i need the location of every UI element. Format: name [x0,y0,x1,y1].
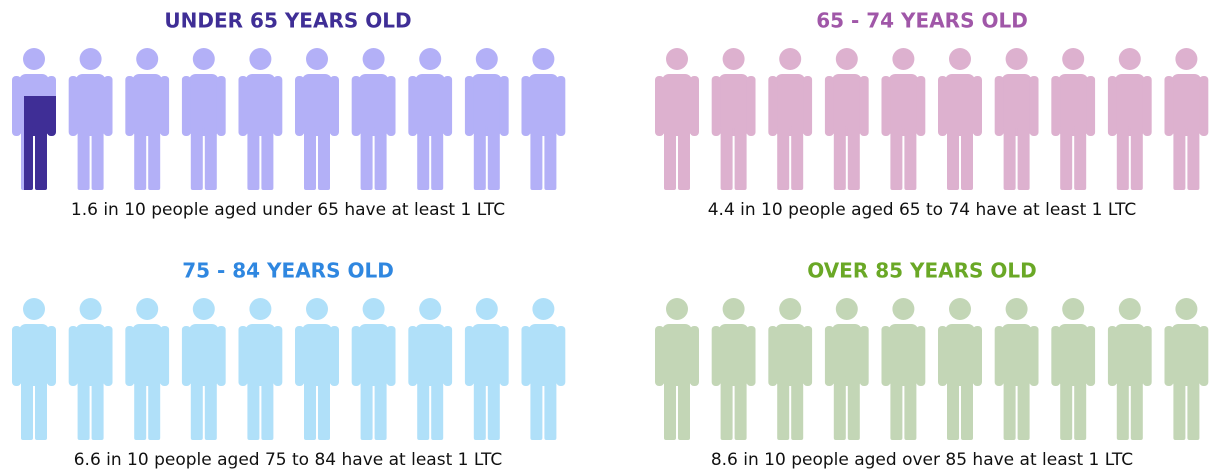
person-icon-empty [181,298,226,440]
pictograph-panel: OVER 85 YEARS OLD 8.6 in 10 people aged o… [655,259,1209,470]
person-icon-empty [408,48,453,190]
person-icon-empty [881,298,926,440]
panel-title: 75 - 84 YEARS OLD [182,259,394,283]
person-icon-empty [521,298,566,440]
person-icon-empty [655,298,699,440]
person-icon-empty [711,298,756,440]
person-icon-empty [125,298,170,440]
panel-caption: 8.6 in 10 people aged over 85 have at le… [711,450,1133,470]
person-icon-empty [1107,48,1152,190]
person-icon-empty [824,48,869,190]
person-icon-empty [1051,298,1096,440]
person-icon-empty [125,48,170,190]
person-icon-empty [68,298,113,440]
pictograph-panel: 75 - 84 YEARS OLD 6.6 in 10 people aged 7… [12,259,566,470]
panel-caption: 6.6 in 10 people aged 75 to 84 have at l… [74,450,503,470]
person-icon-empty [768,298,813,440]
pictograph-panel: UNDER 65 YEARS OLD 1.6 in 10 people aged … [12,9,566,220]
pictograph-panel: 65 - 74 YEARS OLD 4.4 in 10 people aged 6… [655,9,1209,220]
panel-title: UNDER 65 YEARS OLD [164,9,411,33]
person-icon-empty [655,48,699,190]
person-icon-empty [295,48,339,190]
person-icon-empty [351,298,396,440]
person-icon-empty [994,298,1039,440]
person-icon-empty [938,298,982,440]
person-icon-empty [711,48,756,190]
person-icon-empty [824,298,869,440]
person-icon-empty [238,48,283,190]
person-icon-empty [938,48,982,190]
person-icon-empty [768,48,813,190]
panel-caption: 1.6 in 10 people aged under 65 have at l… [71,200,505,220]
person-icon-empty [464,298,509,440]
panel-title: OVER 85 YEARS OLD [807,259,1037,283]
person-icon-empty [881,48,926,190]
person-icon-empty [464,48,509,190]
person-icon-empty [1164,298,1209,440]
person-icon-empty [181,48,226,190]
person-icon-empty [1051,48,1096,190]
person-icon-empty [521,48,566,190]
person-icon-empty [12,298,56,440]
person-icon-empty [994,48,1039,190]
panel-title: 65 - 74 YEARS OLD [816,9,1028,33]
person-icon-empty [351,48,396,190]
person-icon-empty [238,298,283,440]
person-icon-empty [295,298,339,440]
person-icon-empty [408,298,453,440]
person-icon-empty [68,48,113,190]
person-icon-empty [1107,298,1152,440]
panel-caption: 4.4 in 10 people aged 65 to 74 have at l… [708,200,1137,220]
person-icon-empty [1164,48,1209,190]
